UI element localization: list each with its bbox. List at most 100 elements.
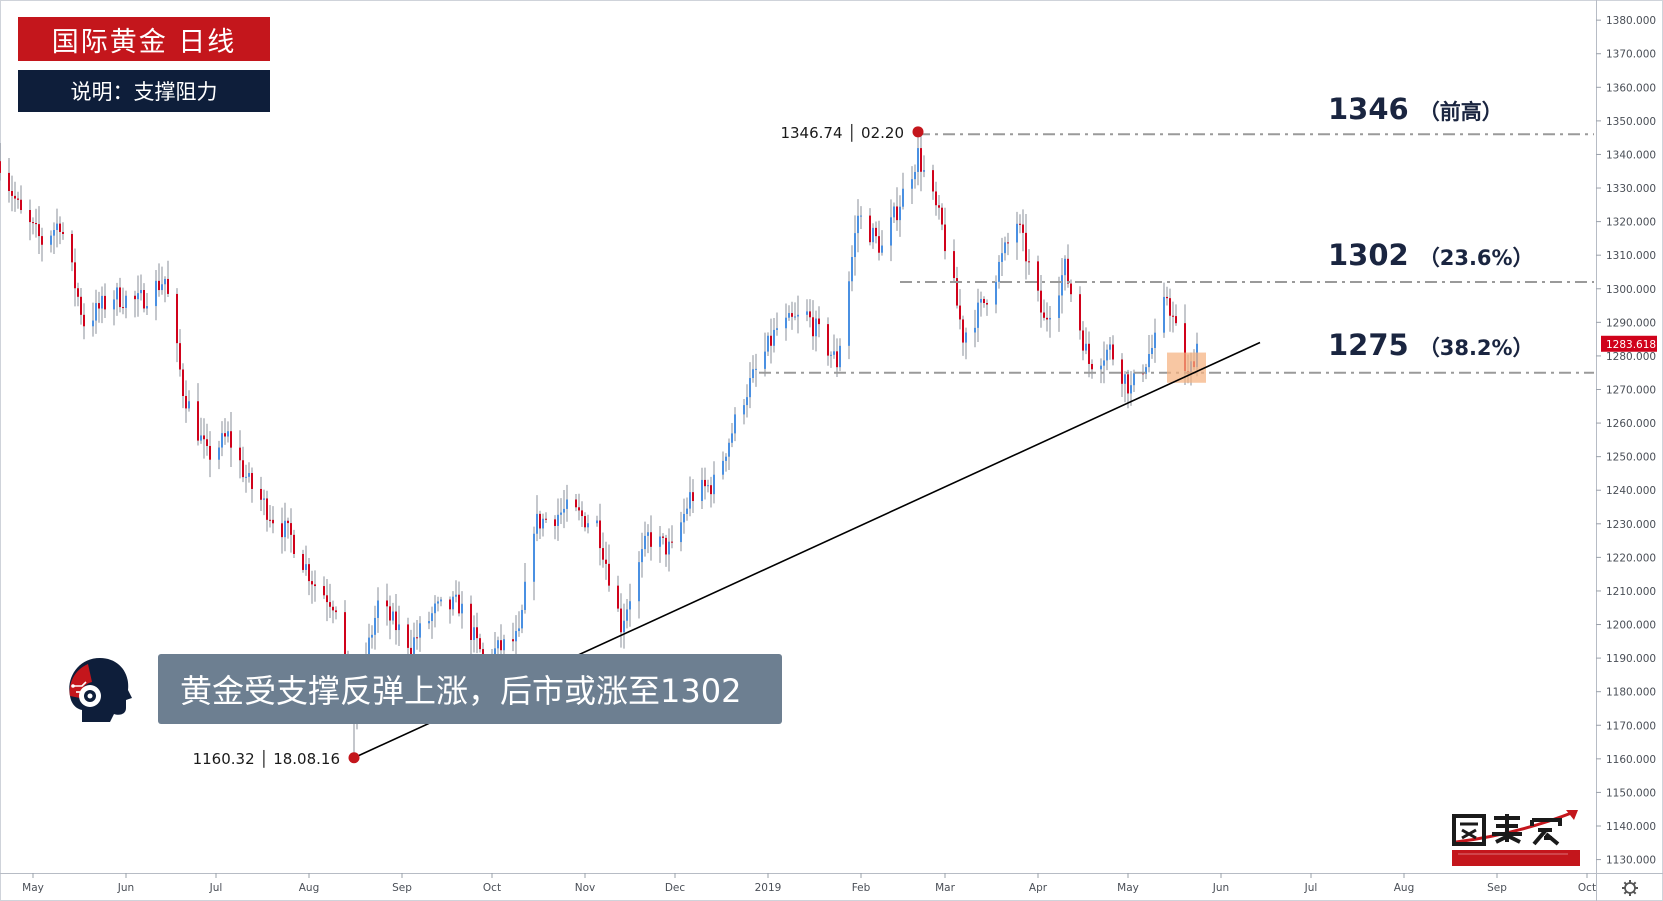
candle — [953, 239, 955, 283]
candle — [599, 503, 601, 566]
candle — [452, 591, 454, 616]
candle — [125, 290, 127, 319]
candle-body — [164, 278, 166, 285]
candle-body — [1058, 295, 1060, 318]
candle — [329, 583, 331, 619]
candle — [524, 563, 526, 614]
candle — [1040, 275, 1042, 328]
candle-body — [578, 507, 580, 511]
candle — [938, 195, 940, 220]
candle — [752, 355, 754, 383]
candle-body — [536, 513, 538, 534]
candle-body — [251, 473, 253, 489]
candle — [188, 390, 190, 412]
candle-body — [1049, 317, 1051, 320]
candle — [707, 479, 709, 493]
candle — [332, 600, 334, 624]
candle — [788, 305, 790, 321]
candle — [32, 217, 34, 235]
candle — [227, 421, 229, 443]
candle-body — [827, 324, 829, 356]
x-tick-label: Jun — [1212, 882, 1229, 894]
y-tick-label: 1150.000 — [1606, 787, 1656, 799]
candle — [860, 206, 862, 230]
candle — [1016, 211, 1018, 260]
candle — [1064, 255, 1066, 291]
candle — [809, 299, 811, 328]
candle — [851, 245, 853, 292]
candle-body — [1019, 223, 1021, 225]
candle — [314, 570, 316, 602]
candle-body — [20, 199, 22, 211]
candle — [53, 222, 55, 255]
candle-body — [479, 638, 481, 650]
candle — [839, 338, 841, 372]
candle — [35, 208, 37, 238]
candle-body — [434, 603, 436, 614]
candle — [221, 421, 223, 457]
candle — [122, 287, 124, 315]
candle-body — [392, 611, 394, 621]
candle — [713, 461, 715, 504]
candle — [857, 199, 859, 253]
candle — [200, 417, 202, 444]
candle — [134, 290, 136, 318]
candle — [281, 507, 283, 554]
candle — [1130, 371, 1132, 406]
candle-body — [1133, 373, 1135, 386]
candle — [419, 616, 421, 652]
y-tick-label: 1280.000 — [1606, 351, 1656, 363]
candle — [56, 208, 58, 248]
candle-body — [644, 535, 646, 550]
candle-body — [770, 335, 772, 346]
x-tick-label: Jul — [209, 882, 223, 894]
candle-body — [197, 401, 199, 441]
candle-body — [182, 369, 184, 397]
candle — [203, 418, 205, 459]
candle — [521, 604, 523, 634]
analysis-callout: 黄金受支撑反弹上涨，后市或涨至1302 — [158, 654, 782, 724]
candle — [74, 248, 76, 307]
candle-body — [134, 295, 136, 300]
candle-body — [809, 311, 811, 318]
candle-body — [680, 522, 682, 543]
candle — [1001, 237, 1003, 277]
candle-body — [734, 414, 736, 434]
level-note: （38.2%） — [1418, 336, 1534, 360]
x-tick-label: Dec — [665, 882, 686, 894]
y-tick-label: 1200.000 — [1606, 620, 1656, 632]
candle — [854, 215, 856, 276]
candle-body — [56, 223, 58, 231]
candle — [605, 541, 607, 580]
candle-body — [1028, 261, 1030, 263]
candle-body — [848, 281, 850, 346]
candle-body — [602, 548, 604, 560]
candle-body — [158, 280, 160, 291]
candle — [1088, 331, 1090, 378]
candle-body — [1007, 242, 1009, 244]
candle-body — [407, 624, 409, 648]
candle — [59, 216, 61, 245]
candle-body — [188, 401, 190, 409]
candle-body — [452, 596, 454, 610]
candle-body — [599, 520, 601, 549]
candle — [116, 282, 118, 316]
candle-body — [272, 519, 274, 524]
candle-body — [1169, 298, 1171, 316]
level-label-1346: 1346 （前高） — [1328, 92, 1503, 126]
candle-body — [650, 532, 652, 547]
y-tick-label: 1170.000 — [1606, 720, 1656, 732]
candle-body — [41, 236, 43, 245]
candle — [461, 591, 463, 629]
candle-body — [260, 488, 262, 500]
candle-body — [692, 492, 694, 502]
candle — [710, 476, 712, 508]
candle-body — [410, 647, 412, 654]
candle — [689, 476, 691, 517]
x-axis: May Jun Jul Aug Sep Oct Nov Dec 2019 Feb Mar Apr May… — [22, 873, 1596, 894]
price-marker-dot — [912, 126, 924, 138]
candle-body — [389, 606, 391, 621]
candle — [431, 606, 433, 639]
candle-body — [218, 447, 220, 460]
y-tick-label: 1190.000 — [1606, 653, 1656, 665]
